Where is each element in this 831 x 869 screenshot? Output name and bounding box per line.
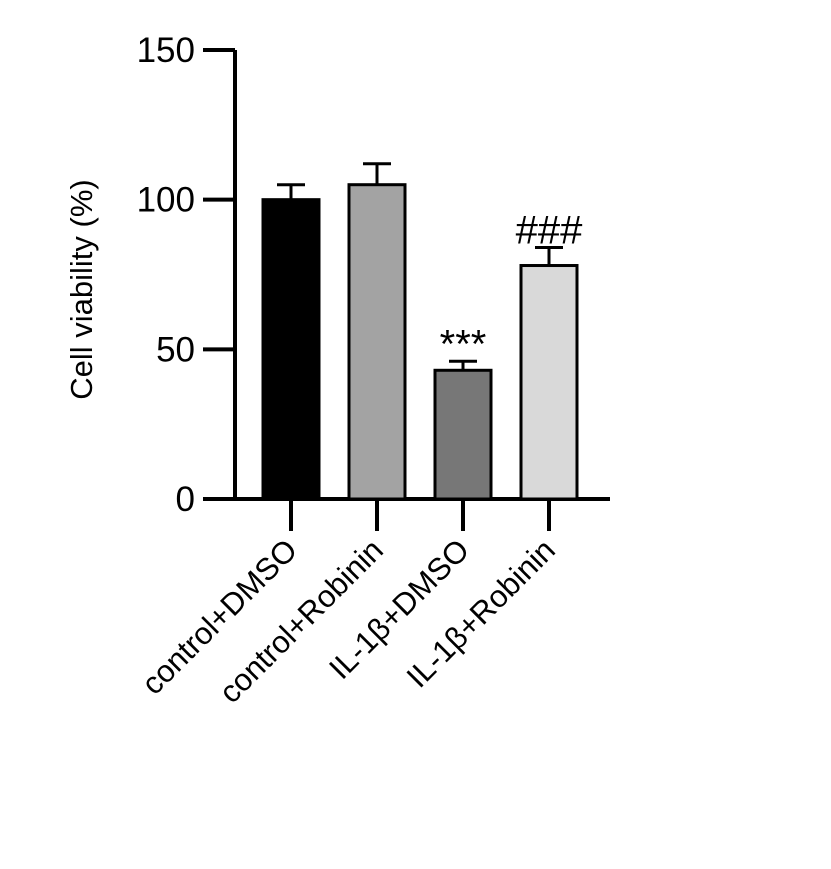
x-axis: control+DMSOcontrol+RobininIL-1β+DMSOIL-… xyxy=(135,497,610,710)
bar xyxy=(519,264,579,501)
y-tick-label: 0 xyxy=(176,480,195,519)
y-axis-label: Cell viability (%) xyxy=(64,179,99,399)
x-tick-label: IL-1β+Robinin xyxy=(400,532,562,694)
significance-label: *** xyxy=(440,322,487,366)
bar xyxy=(261,198,321,501)
y-axis: 0 50 100 150 xyxy=(137,31,237,519)
bars: *** ### xyxy=(261,162,583,501)
significance-label: ### xyxy=(516,209,583,253)
y-tick-label: 50 xyxy=(156,330,195,369)
bar xyxy=(433,368,493,501)
x-tick-label: control+DMSO xyxy=(135,532,304,701)
y-tick-label: 100 xyxy=(137,181,195,220)
bar xyxy=(347,183,407,501)
y-tick-label: 150 xyxy=(137,31,195,70)
